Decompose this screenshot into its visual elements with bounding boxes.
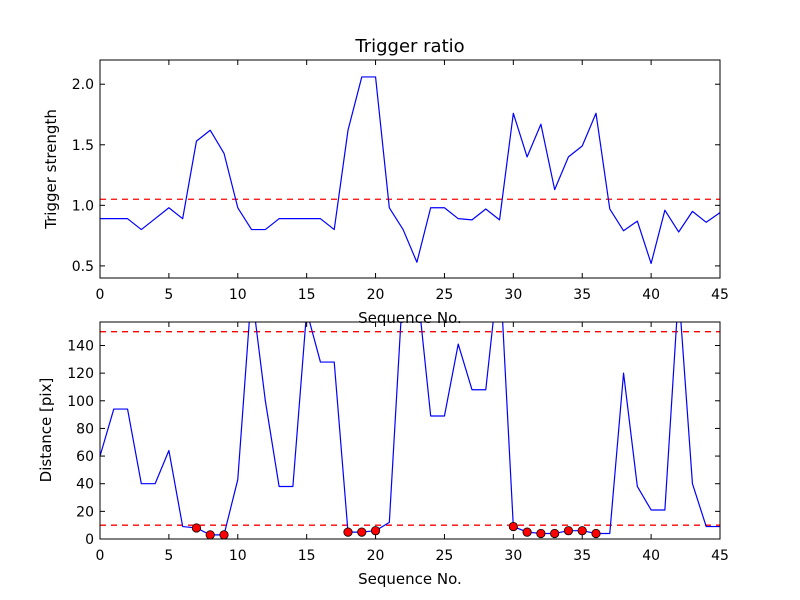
- top-y-axis-label: Trigger strength: [42, 109, 60, 230]
- bottom-x-axis-label: Sequence No.: [358, 570, 462, 588]
- y-tick-label: 0: [85, 532, 94, 548]
- data-point-marker: [591, 528, 601, 539]
- x-tick-label: 10: [229, 287, 247, 303]
- top-x-axis-label: Sequence No.: [358, 309, 462, 327]
- x-tick-label: 25: [436, 287, 454, 303]
- distance-markers: [191, 521, 601, 540]
- x-tick-label: 15: [298, 287, 316, 303]
- x-tick-label: 0: [96, 287, 105, 303]
- y-tick-label: 0.5: [72, 259, 94, 275]
- y-tick-label: 1.0: [72, 198, 94, 214]
- trigger-ratio-plot-area: [100, 76, 720, 265]
- data-point-marker: [191, 523, 202, 533]
- series-line: [100, 322, 720, 536]
- y-tick-label: 1.5: [72, 138, 94, 154]
- x-tick-label: 20: [367, 548, 385, 564]
- x-tick-label: 25: [436, 548, 454, 564]
- x-tick-label: 45: [711, 548, 729, 564]
- distance-frame: [99, 321, 721, 540]
- y-tick-label: 2.0: [72, 77, 94, 93]
- data-point-marker: [219, 530, 229, 540]
- y-tick-label: 40: [76, 477, 94, 493]
- trigger-ratio-chart: 0 5 10 15 20 25 30 35 40 45 0.5 1.0 1.5 2.0 Trigger r…: [42, 36, 729, 327]
- chart-title: Trigger ratio: [354, 36, 464, 57]
- x-tick-label: 5: [164, 287, 173, 303]
- data-point-marker: [577, 526, 587, 536]
- distance-chart: 0 5 10 15 20 25 30 35 40 45 0 20 40 60 80 100 120 140 Seq…: [37, 321, 729, 588]
- trigger-ratio-ticks: 0 5 10 15 20 25 30 35 40 45 0.5 1.0 1.5 2.0: [72, 60, 729, 303]
- x-tick-label: 30: [504, 548, 522, 564]
- data-point-marker: [522, 527, 532, 537]
- y-tick-label: 120: [67, 366, 94, 382]
- x-tick-label: 10: [229, 548, 247, 564]
- y-tick-label: 140: [67, 338, 94, 354]
- x-tick-label: 35: [573, 548, 591, 564]
- data-point-marker: [205, 530, 215, 540]
- data-point-marker: [563, 526, 574, 536]
- x-tick-label: 40: [642, 548, 660, 564]
- distance-ticks: 0 5 10 15 20 25 30 35 40 45 0 20 40 60 80 100 120 140: [67, 322, 729, 564]
- data-point-marker: [536, 528, 546, 539]
- bottom-y-axis-label: Distance [pix]: [37, 378, 55, 483]
- x-tick-label: 0: [96, 548, 105, 564]
- x-tick-label: 20: [367, 287, 385, 303]
- trigger-ratio-frame: [99, 59, 721, 279]
- data-point-marker: [343, 527, 353, 537]
- x-tick-label: 35: [573, 287, 591, 303]
- distance-plot-area: [100, 322, 720, 536]
- data-point-marker: [508, 521, 518, 532]
- y-tick-label: 60: [76, 449, 94, 465]
- series-line: [100, 76, 720, 265]
- x-tick-label: 40: [642, 287, 660, 303]
- data-point-marker: [370, 526, 381, 536]
- y-tick-label: 100: [67, 394, 94, 410]
- x-tick-label: 45: [711, 287, 729, 303]
- x-tick-label: 15: [298, 548, 316, 564]
- y-tick-label: 20: [76, 504, 94, 520]
- x-tick-label: 5: [164, 548, 173, 564]
- y-tick-label: 80: [76, 421, 94, 437]
- data-point-marker: [357, 527, 367, 537]
- x-tick-label: 30: [504, 287, 522, 303]
- data-point-marker: [550, 528, 560, 539]
